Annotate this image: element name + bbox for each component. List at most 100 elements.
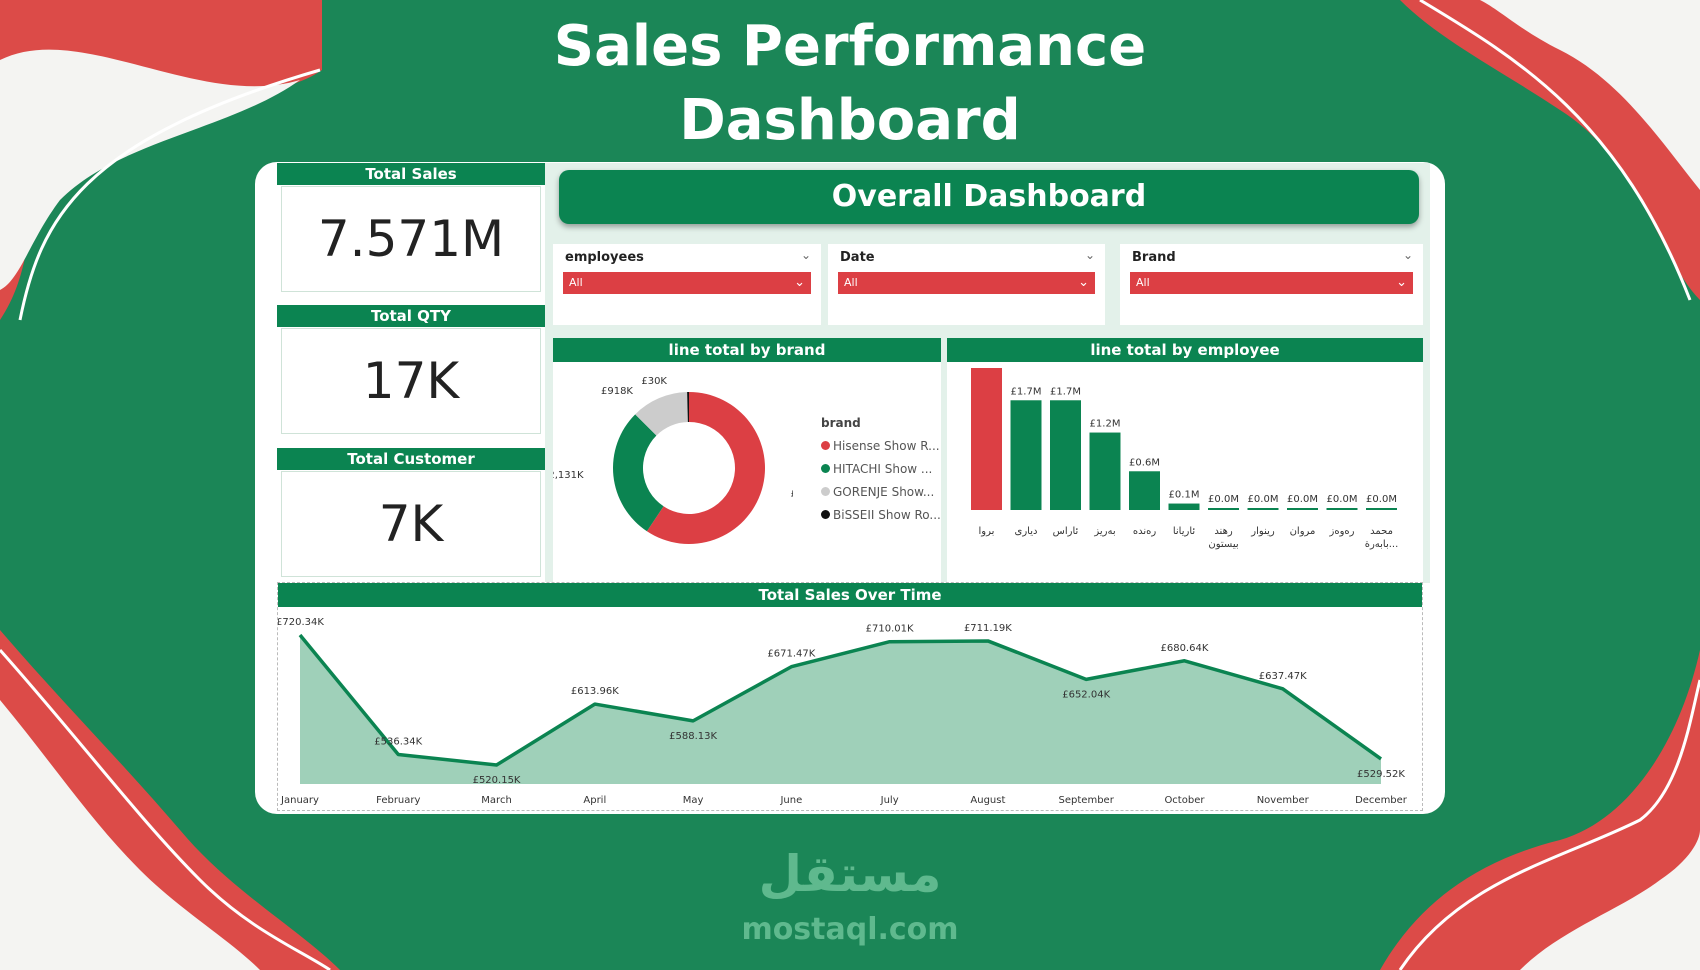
donut-slice-3 xyxy=(687,392,689,423)
sales-data-label: £637.47K xyxy=(1259,671,1307,682)
employee-bar xyxy=(1089,432,1121,510)
kpi-total-sales-value: 7.571M xyxy=(281,186,541,292)
month-axis-label: December xyxy=(1355,795,1408,806)
kpi-total-customer-value: 7K xyxy=(281,471,541,577)
employee-axis-label: رەوەز xyxy=(1329,526,1355,537)
month-axis-label: February xyxy=(376,795,420,806)
month-axis-label: May xyxy=(683,795,704,806)
legend-dot-icon xyxy=(821,464,830,473)
chevron-down-icon[interactable]: ⌄ xyxy=(800,248,811,262)
employee-bar-value: £0.6M xyxy=(1129,457,1160,468)
kpi-total-qty-value: 17K xyxy=(281,328,541,434)
employee-bar xyxy=(1129,471,1160,510)
sales-data-label: £529.52K xyxy=(1357,769,1405,780)
kpi-total-sales-label: Total Sales xyxy=(277,163,545,185)
filter-date[interactable]: Date ⌄ All ⌄ xyxy=(828,244,1105,325)
legend-dot-icon xyxy=(821,487,830,496)
month-axis-label: March xyxy=(481,795,511,806)
employee-axis-label: مروان xyxy=(1290,526,1316,537)
month-axis-label: November xyxy=(1257,795,1310,806)
chevron-down-icon: ⌄ xyxy=(1396,275,1407,290)
legend-title: brand xyxy=(821,416,861,430)
employee-bar-value: £0.0M xyxy=(1327,494,1358,505)
employee-bar-value: £0.0M xyxy=(1248,494,1279,505)
sales-over-time-panel: Total Sales Over Time £720.34K January £53… xyxy=(277,582,1423,811)
mostaql-url: mostaql.com xyxy=(741,912,959,947)
page-title-line2: Dashboard xyxy=(679,88,1021,153)
kpi-total-qty-label: Total QTY xyxy=(277,305,545,327)
brand-donut-panel: line total by brand £4,493K£2,131K£918K£… xyxy=(553,338,941,582)
employee-axis-label: محمد بابەرة... xyxy=(1365,526,1399,550)
chevron-down-icon: ⌄ xyxy=(794,275,805,290)
sales-data-label: £520.15K xyxy=(473,775,521,786)
filter-brand-label: Brand xyxy=(1132,250,1176,265)
sales-data-label: £710.01K xyxy=(866,624,914,635)
employee-bar xyxy=(1050,400,1081,510)
employee-axis-label: بروا xyxy=(979,526,995,537)
employee-bar xyxy=(1287,508,1318,510)
sales-data-label: £711.19K xyxy=(964,623,1012,634)
employee-bar-title: line total by employee xyxy=(947,338,1423,362)
filter-brand[interactable]: Brand ⌄ All ⌄ xyxy=(1120,244,1423,325)
sales-line xyxy=(298,633,1383,767)
filter-employees-select[interactable]: All ⌄ xyxy=(563,272,811,294)
employee-bar-value: £1.7M xyxy=(1050,386,1081,397)
employee-axis-label: دیاری xyxy=(1015,526,1038,537)
donut-data-label: £918K xyxy=(601,386,633,397)
filter-employees[interactable]: employees ⌄ All ⌄ xyxy=(553,244,821,325)
donut-slice-1 xyxy=(613,414,664,532)
legend-label: BiSSEII Show Ro... xyxy=(833,507,941,522)
employee-bar-value: £1.7M xyxy=(1011,386,1042,397)
employee-bar xyxy=(1208,508,1239,510)
legend-label: Hisense Show R... xyxy=(833,438,940,453)
legend-dot-icon xyxy=(821,510,830,519)
employee-bar-value: £1.2M xyxy=(1090,419,1121,430)
brand-donut-chart: £4,493K £2,131K £918K £30K xyxy=(553,376,793,544)
legend-item[interactable]: BiSSEII Show Ro... xyxy=(821,503,941,526)
sales-area xyxy=(300,635,1381,784)
chevron-down-icon[interactable]: ⌄ xyxy=(1084,248,1095,262)
donut-slice-0 xyxy=(646,392,765,544)
month-axis-label: January xyxy=(280,795,319,806)
legend-item[interactable]: Hisense Show R... xyxy=(821,434,941,457)
sales-data-label: £680.64K xyxy=(1160,643,1208,654)
sales-data-label: £613.96K xyxy=(571,686,619,697)
employee-bar xyxy=(1010,400,1042,510)
donut-data-label: £4,493K xyxy=(790,488,793,499)
employee-axis-label: ئاراس xyxy=(1053,526,1079,537)
legend-label: GORENJE Show... xyxy=(833,484,935,499)
sales-over-time-title: Total Sales Over Time xyxy=(278,583,1422,607)
employee-axis-label: ئاریانا xyxy=(1173,526,1196,537)
mostaql-logo: مستقل xyxy=(758,845,942,903)
sales-over-time-chart: £720.34K January £536.34K February £520.15K M… xyxy=(278,617,1408,806)
employee-axis-label: رینوار xyxy=(1250,526,1275,537)
chevron-down-icon[interactable]: ⌄ xyxy=(1402,248,1413,262)
employee-bar xyxy=(1366,508,1397,510)
donut-data-label: £30K xyxy=(641,376,667,387)
filter-brand-value: All xyxy=(1136,276,1150,289)
legend-label: HITACHI Show ... xyxy=(833,461,933,476)
employee-bar-panel: line total by employee £2.2M بروا £1.7M دیا… xyxy=(947,338,1423,582)
brand-legend: brand Hisense Show R... HITACHI Show ... G… xyxy=(821,416,941,526)
donut-slice-2 xyxy=(635,392,688,436)
kpi-total-customer-label: Total Customer xyxy=(277,448,545,470)
employee-bar-value: £0.0M xyxy=(1208,494,1239,505)
overall-dashboard-banner: Overall Dashboard xyxy=(559,170,1419,224)
legend-item[interactable]: HITACHI Show ... xyxy=(821,457,941,480)
employee-bar-value: £2.2M xyxy=(971,362,1002,365)
filter-date-select[interactable]: All ⌄ xyxy=(838,272,1095,294)
legend-dot-icon xyxy=(821,441,830,450)
sales-data-label: £588.13K xyxy=(669,731,717,742)
employee-bar-value: £0.1M xyxy=(1169,490,1200,501)
employee-bar xyxy=(1168,503,1200,510)
employee-bar-chart: £2.2M بروا £1.7M دیاری £1.7M ئاراس £1.2M بەریز £… xyxy=(971,362,1399,550)
month-axis-label: April xyxy=(583,795,606,806)
filter-brand-select[interactable]: All ⌄ xyxy=(1130,272,1413,294)
filter-employees-label: employees xyxy=(565,250,644,265)
sales-data-label: £720.34K xyxy=(278,617,324,628)
legend-item[interactable]: GORENJE Show... xyxy=(821,480,941,503)
filter-employees-value: All xyxy=(569,276,583,289)
filter-date-label: Date xyxy=(840,250,875,265)
sales-data-label: £536.34K xyxy=(374,736,422,747)
